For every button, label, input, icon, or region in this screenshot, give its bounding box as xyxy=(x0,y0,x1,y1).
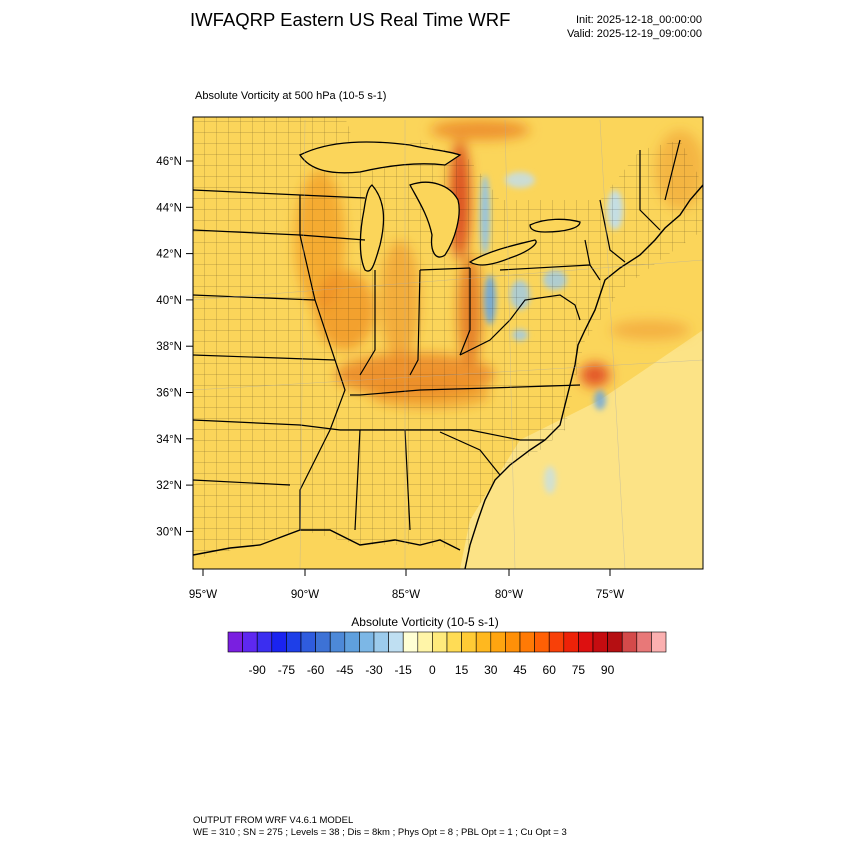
colorbar-swatch xyxy=(578,631,594,653)
lon-label: 75°W xyxy=(596,589,624,601)
colorbar-swatch xyxy=(271,631,287,653)
model-footer: OUTPUT FROM WRF V4.6.1 MODEL WE = 310 ; … xyxy=(193,815,567,839)
colorbar-tick-label: -75 xyxy=(278,663,296,677)
run-times: Init: 2025-12-18_00:00:00 Valid: 2025-12… xyxy=(567,13,702,41)
colorbar-swatch xyxy=(388,631,404,653)
colorbar-title: Absolute Vorticity (10-5 s-1) xyxy=(351,615,499,629)
lat-label: 32°N xyxy=(156,480,182,492)
colorbar-swatch xyxy=(519,631,535,653)
colorbar-swatch xyxy=(417,631,433,653)
gulf-coastline xyxy=(193,529,461,556)
state-boundaries xyxy=(193,139,681,531)
colorbar-swatch xyxy=(621,631,638,653)
lake-superior xyxy=(299,141,462,174)
colorbar-swatch xyxy=(329,631,346,653)
colorbar-tick-label: 45 xyxy=(513,663,527,677)
init-time: Init: 2025-12-18_00:00:00 xyxy=(576,14,702,26)
ocean-region xyxy=(460,330,703,569)
colorbar-swatch xyxy=(300,631,316,653)
colorbar-swatch xyxy=(607,631,623,653)
chart-title: IWFAQRP Eastern US Real Time WRF xyxy=(190,9,511,30)
lon-label: 85°W xyxy=(392,589,420,601)
colorbar-swatch xyxy=(344,631,360,653)
lat-label: 38°N xyxy=(156,341,182,353)
field-title: Absolute Vorticity at 500 hPa (10-5 s-1) xyxy=(195,90,387,102)
graticule xyxy=(193,119,703,569)
longitude-axis: 95°W 90°W 85°W 80°W 75°W xyxy=(189,569,624,601)
colorbar-swatch xyxy=(651,631,667,653)
footer-config-line: WE = 310 ; SN = 275 ; Levels = 38 ; Dis … xyxy=(193,827,567,838)
lat-label: 40°N xyxy=(156,295,182,307)
colorbar-tick-label: 90 xyxy=(601,663,615,677)
colorbar-swatch xyxy=(242,631,258,653)
colorbar-tick-label: -30 xyxy=(365,663,383,677)
colorbar-swatch xyxy=(315,631,331,653)
colorbar-swatch xyxy=(534,631,550,653)
colorbar-swatch xyxy=(490,631,506,653)
colorbar-swatch xyxy=(446,631,462,653)
colorbar-tick-label: 75 xyxy=(572,663,586,677)
footer-model-line: OUTPUT FROM WRF V4.6.1 MODEL xyxy=(193,815,354,826)
colorbar-swatch xyxy=(286,631,302,653)
lake-erie xyxy=(468,239,537,266)
colorbar-swatch xyxy=(256,631,273,653)
map-frame xyxy=(192,116,704,570)
colorbar-swatch xyxy=(505,631,521,653)
map-field xyxy=(193,117,703,569)
colorbar-swatch xyxy=(373,631,389,653)
colorbar-tick-label: 60 xyxy=(543,663,557,677)
valid-time: Valid: 2025-12-19_09:00:00 xyxy=(567,28,702,40)
colorbar-tick-label: -60 xyxy=(307,663,325,677)
colorbar: -90 -75 -60 -45 -30 -15 0 15 30 45 60 75 90 xyxy=(227,631,667,677)
colorbar-swatch xyxy=(636,631,652,653)
colorbar-tick-label: 15 xyxy=(455,663,469,677)
lon-label: 90°W xyxy=(291,589,319,601)
colorbar-swatch xyxy=(402,631,419,653)
colorbar-swatch xyxy=(359,631,375,653)
lat-label: 46°N xyxy=(156,156,182,168)
colorbar-tick-label: 0 xyxy=(429,663,436,677)
colorbar-swatch xyxy=(461,631,477,653)
lake-ontario xyxy=(529,218,581,233)
lon-label: 80°W xyxy=(495,589,523,601)
lat-label: 30°N xyxy=(156,526,182,538)
lat-label: 44°N xyxy=(156,202,182,214)
lat-label: 36°N xyxy=(156,388,182,400)
colorbar-swatch xyxy=(592,631,608,653)
colorbar-swatch xyxy=(563,631,579,653)
latitude-axis: 46°N 44°N 42°N 40°N 38°N 36°N 34°N 32°N 30°N xyxy=(156,156,193,538)
lake-huron xyxy=(409,181,460,258)
colorbar-swatch xyxy=(475,631,492,653)
lat-label: 42°N xyxy=(156,249,182,261)
colorbar-tick-label: 30 xyxy=(484,663,498,677)
colorbar-tick-label: -15 xyxy=(395,663,413,677)
great-lakes xyxy=(299,141,581,272)
colorbar-tick-label: -90 xyxy=(249,663,267,677)
colorbar-swatch xyxy=(548,631,565,653)
colorbar-swatch xyxy=(227,631,243,653)
lake-michigan xyxy=(359,184,385,272)
colorbar-tick-label: -45 xyxy=(336,663,354,677)
atlantic-coastline xyxy=(464,184,703,569)
lon-label: 95°W xyxy=(189,589,217,601)
lat-label: 34°N xyxy=(156,434,182,446)
colorbar-swatch xyxy=(432,631,448,653)
